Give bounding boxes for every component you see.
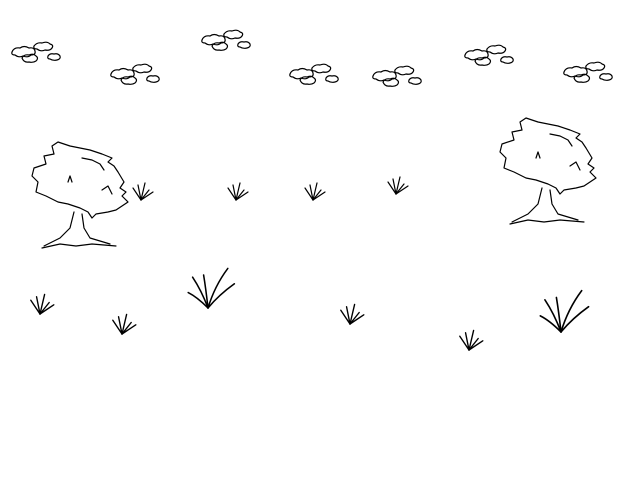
grass-tuft xyxy=(30,293,55,315)
grass-tuft xyxy=(539,289,590,333)
cloud-group xyxy=(372,65,422,87)
grass-tuft xyxy=(227,182,249,201)
cloud-group xyxy=(289,63,339,85)
grass-tuft xyxy=(304,182,326,201)
grass-tuft xyxy=(459,329,484,351)
cloud-group xyxy=(110,63,160,85)
cloud-group xyxy=(11,41,61,63)
grass-tuft xyxy=(112,313,137,335)
grass-tuft xyxy=(387,176,409,195)
cloud-group xyxy=(201,29,251,51)
cloud-group xyxy=(464,44,514,66)
grass-tuft xyxy=(187,267,236,309)
cloud-group xyxy=(563,61,613,83)
grass-tuft xyxy=(340,303,365,325)
grass-tuft xyxy=(132,182,154,201)
tree xyxy=(31,141,129,249)
tree xyxy=(499,117,597,225)
